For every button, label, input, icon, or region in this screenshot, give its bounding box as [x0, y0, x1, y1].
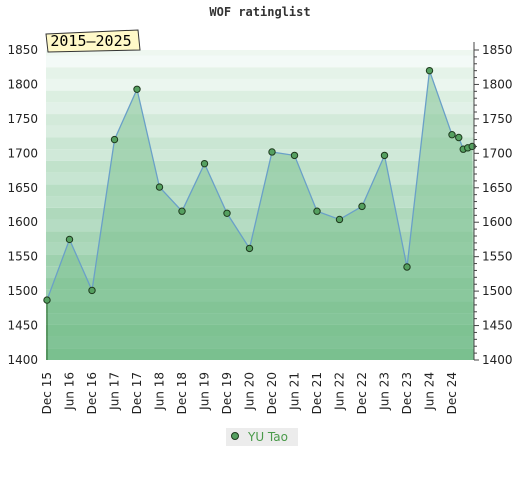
y-tick-label-right: 1700: [482, 146, 513, 160]
data-points: [43, 66, 476, 304]
x-tick-label: Jun 24: [423, 372, 437, 411]
x-tick-label: Dec 16: [85, 372, 99, 414]
x-tick-label: Jun 20: [243, 372, 257, 411]
data-point: [178, 207, 186, 215]
y-tick-label-left: 1850: [7, 43, 38, 57]
y-tick-label-left: 1750: [7, 112, 38, 126]
background-band: [46, 172, 474, 185]
data-point: [268, 148, 276, 156]
data-point: [313, 207, 321, 215]
x-tick-label: Dec 17: [130, 372, 144, 414]
background-band: [46, 114, 474, 126]
y-axis-right: 1400 1450 1500 1550 1600 1650 1700 1750 1800 1850: [473, 42, 513, 367]
y-tick-label-right: 1800: [482, 77, 513, 91]
y-tick-label-right: 1500: [482, 284, 513, 298]
legend-box: [226, 428, 298, 446]
y-tick-label-left: 1450: [7, 319, 38, 333]
data-point: [133, 85, 141, 93]
x-tick-label: Jun 18: [153, 372, 167, 411]
data-point: [380, 151, 389, 160]
y-tick-label-left: 1550: [7, 250, 38, 264]
x-tick-label: Jun 21: [288, 372, 302, 411]
data-point: [245, 244, 254, 253]
background-band: [46, 125, 474, 138]
y-tick-label-left: 1500: [7, 284, 38, 298]
x-tick-label: Jun 16: [63, 372, 77, 411]
background-band: [46, 78, 474, 91]
data-point: [358, 202, 366, 211]
x-tick-label: Dec 20: [265, 372, 279, 414]
rating-area-fill: [47, 70, 473, 361]
background-band: [46, 160, 474, 173]
x-tick-label: Jun 17: [108, 372, 122, 411]
y-tick-label-right: 1600: [482, 215, 513, 229]
x-tick-label: Dec 21: [310, 372, 324, 414]
y-tick-label-right: 1550: [482, 250, 513, 264]
y-tick-label-left: 1400: [7, 353, 38, 367]
legend: YU Tao: [226, 428, 298, 446]
data-point: [43, 296, 51, 304]
background-band: [46, 67, 474, 79]
year-range-badge: 2015–2025: [45, 29, 141, 53]
y-tick-label-left: 1600: [7, 215, 38, 229]
data-point: [455, 133, 463, 142]
legend-marker: [231, 432, 239, 440]
x-tick-label: Dec 24: [445, 372, 459, 414]
x-tick-label: Jun 22: [333, 372, 347, 411]
y-tick-label-right: 1650: [482, 181, 513, 195]
background-band: [46, 184, 474, 197]
data-point: [65, 235, 74, 244]
x-axis: Dec 15 Jun 16 Dec 16 Jun 17 Dec 17 Jun 18 Dec …: [40, 372, 459, 414]
data-point: [425, 66, 434, 75]
y-tick-label-left: 1800: [7, 77, 38, 91]
data-point: [200, 159, 209, 168]
data-point: [448, 131, 456, 139]
legend-series-label: YU Tao: [247, 430, 288, 444]
chart-title: WOF ratinglist: [209, 5, 310, 19]
data-point: [88, 286, 96, 295]
x-tick-label: Dec 15: [40, 372, 54, 414]
background-band: [46, 102, 474, 115]
y-axis-left: 1400 1450 1500 1550 1600 1650 1700 1750 1800 1850: [7, 43, 38, 367]
data-point: [155, 183, 164, 191]
background-band: [46, 50, 474, 56]
x-tick-label: Dec 22: [355, 372, 369, 414]
x-tick-label: Dec 23: [400, 372, 414, 414]
year-range-text: 2015–2025: [50, 32, 131, 50]
background-band: [46, 149, 474, 161]
data-point: [223, 209, 231, 217]
y-tick-label-right: 1450: [482, 319, 513, 333]
background-band: [46, 90, 474, 103]
y-tick-label-left: 1650: [7, 181, 38, 195]
y-tick-label-right: 1850: [482, 43, 513, 57]
data-point: [110, 135, 119, 144]
background-band: [46, 55, 474, 68]
x-tick-label: Jun 23: [378, 372, 392, 411]
data-point: [335, 215, 344, 224]
y-tick-label-right: 1750: [482, 112, 513, 126]
y-tick-label-right: 1400: [482, 353, 513, 367]
x-tick-label: Dec 18: [175, 372, 189, 414]
x-tick-label: Jun 19: [198, 372, 212, 411]
y-tick-label-left: 1700: [7, 146, 38, 160]
x-tick-label: Dec 19: [220, 372, 234, 414]
data-point: [403, 263, 411, 271]
data-point: [290, 151, 299, 160]
background-band: [46, 137, 474, 150]
